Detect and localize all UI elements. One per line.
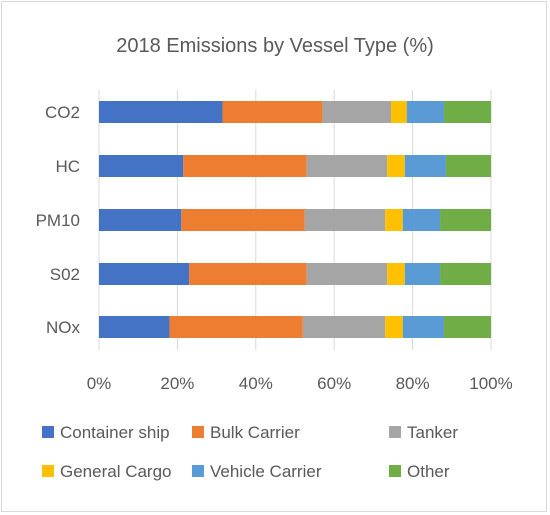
y-axis-labels: CO2 HC PM10 S02 NOx bbox=[36, 103, 81, 337]
bar-segment bbox=[169, 316, 303, 338]
bar-segment bbox=[404, 263, 441, 285]
bar-segment bbox=[387, 263, 405, 285]
x-tick-label: 80% bbox=[396, 374, 430, 393]
y-tick-label: HC bbox=[55, 157, 80, 176]
legend-label: General Cargo bbox=[60, 462, 172, 481]
x-tick-label: 0% bbox=[87, 374, 112, 393]
x-tick-label: 100% bbox=[469, 374, 512, 393]
legend-label: Tanker bbox=[407, 423, 458, 442]
y-tick-label: NOx bbox=[46, 318, 81, 337]
y-tick-label: CO2 bbox=[45, 103, 80, 122]
bar-segment bbox=[391, 101, 407, 123]
legend-swatch bbox=[389, 426, 401, 438]
legend-item: Other bbox=[389, 462, 450, 481]
legend-label: Container ship bbox=[60, 423, 170, 442]
y-tick-label: PM10 bbox=[36, 211, 80, 230]
bar-segment bbox=[99, 101, 223, 123]
x-tick-label: 20% bbox=[160, 374, 194, 393]
bar-segment bbox=[306, 155, 388, 177]
bar-segment bbox=[402, 209, 441, 231]
bar-segment bbox=[440, 263, 491, 285]
chart-title: 2018 Emissions by Vessel Type (%) bbox=[116, 35, 434, 57]
bar-segment bbox=[385, 316, 403, 338]
bar-segment bbox=[302, 316, 386, 338]
bar-segment bbox=[404, 155, 446, 177]
legend-label: Vehicle Carrier bbox=[210, 462, 322, 481]
x-tick-label: 60% bbox=[317, 374, 351, 393]
legend-item: General Cargo bbox=[42, 462, 172, 481]
legend-swatch bbox=[42, 465, 54, 477]
bar-segment bbox=[443, 101, 491, 123]
legend-swatch bbox=[192, 426, 204, 438]
legend: Container ship Bulk Carrier Tanker General … bbox=[42, 423, 458, 481]
legend-swatch bbox=[389, 465, 401, 477]
bar-segment bbox=[183, 155, 307, 177]
legend-swatch bbox=[42, 426, 54, 438]
legend-item: Container ship bbox=[42, 423, 170, 442]
legend-swatch bbox=[192, 465, 204, 477]
bar-segment bbox=[222, 101, 323, 123]
bar-segment bbox=[387, 155, 405, 177]
legend-item: Bulk Carrier bbox=[192, 423, 300, 442]
x-tick-label: 40% bbox=[239, 374, 273, 393]
legend-label: Other bbox=[407, 462, 450, 481]
bar-segment bbox=[445, 155, 491, 177]
bar-segment bbox=[443, 316, 491, 338]
bar-segment bbox=[385, 209, 403, 231]
bar-segment bbox=[99, 209, 182, 231]
bar-segment bbox=[306, 263, 388, 285]
bar-segment bbox=[406, 101, 444, 123]
bar-segment bbox=[181, 209, 305, 231]
x-axis-labels: 0% 20% 40% 60% 80% 100% bbox=[87, 374, 513, 393]
bar-segment bbox=[99, 155, 184, 177]
bar-segment bbox=[440, 209, 491, 231]
bar-segment bbox=[304, 209, 386, 231]
bar-segment bbox=[322, 101, 392, 123]
bar-segment bbox=[189, 263, 307, 285]
y-tick-label: S02 bbox=[50, 265, 80, 284]
bar-segment bbox=[99, 263, 190, 285]
legend-item: Vehicle Carrier bbox=[192, 462, 322, 481]
legend-label: Bulk Carrier bbox=[210, 423, 300, 442]
legend-item: Tanker bbox=[389, 423, 458, 442]
bar-segment bbox=[402, 316, 444, 338]
bar-segment bbox=[99, 316, 170, 338]
bars bbox=[99, 101, 491, 338]
